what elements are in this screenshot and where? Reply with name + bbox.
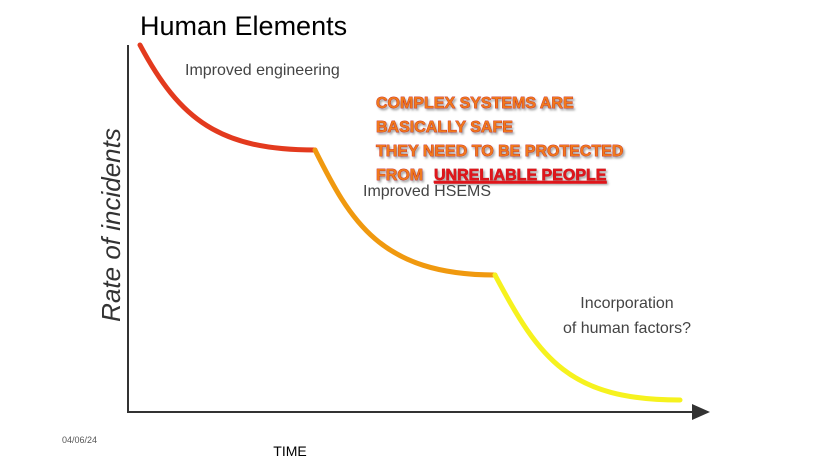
callout-line: THEY NEED TO BE PROTECTED [376,143,623,160]
callout: COMPLEX SYSTEMS ARE BASICALLY SAFE THEY … [376,95,624,185]
curve-engineering [137,42,318,153]
stage-label: Improved engineering [185,62,340,79]
stage-label: of human factors? [563,320,691,337]
callout-emphasis: UNRELIABLE PEOPLE [434,167,607,184]
stage-label: Incorporation [580,295,673,312]
y-axis-label: Rate of incidents [96,128,126,322]
curve-human-factors [492,272,683,403]
callout-line: FROM [376,167,423,184]
slide-title: Human Elements [140,11,347,41]
curve-hsems [312,147,498,278]
callout-line: BASICALLY SAFE [376,119,513,136]
slide-date: 04/06/24 [62,435,97,445]
stage-label: Improved HSEMS [363,183,491,200]
x-axis-label: TIME [273,443,306,459]
callout-line: COMPLEX SYSTEMS ARE [376,95,574,112]
